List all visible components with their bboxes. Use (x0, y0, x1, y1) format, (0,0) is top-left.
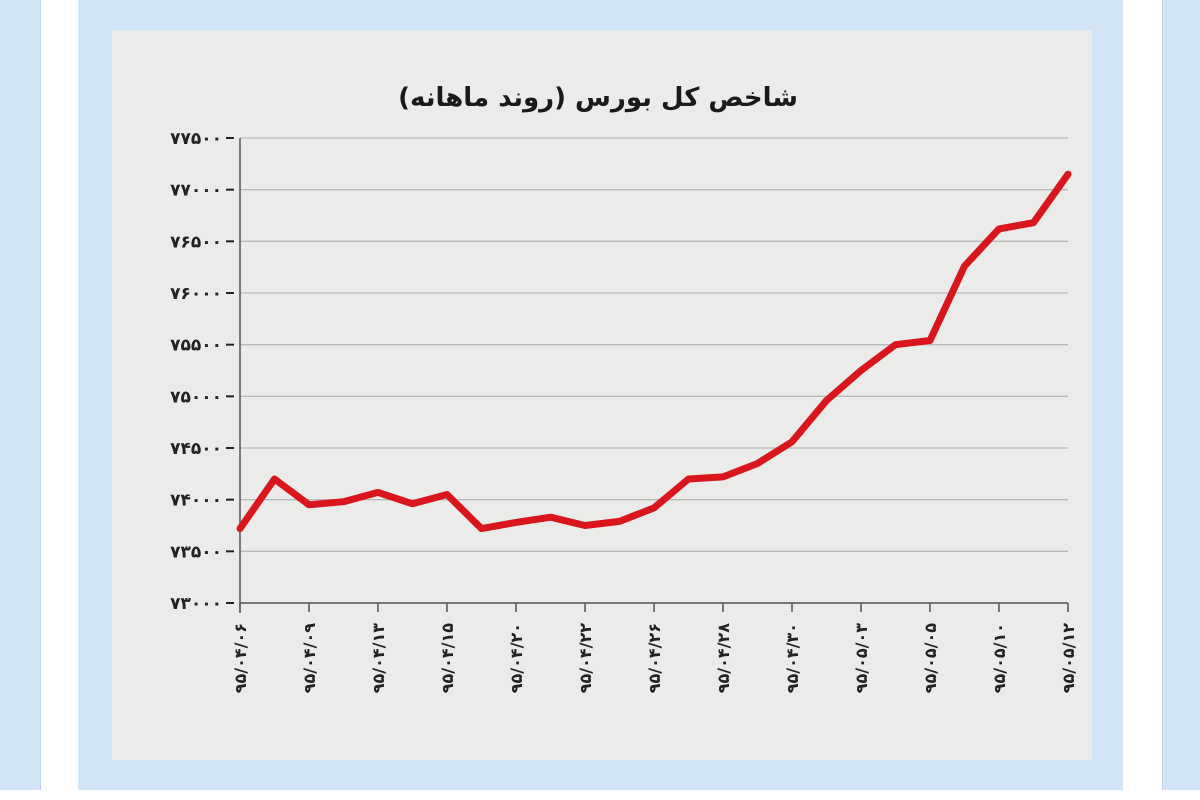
chart-title: شاخص کل بورس (روند ماهانه) (398, 83, 798, 113)
x-tick-label: ۹۵/۰۵/۰۵ (921, 623, 940, 694)
axes (239, 138, 1068, 613)
y-tick-label: ۷۶۵۰۰ (170, 232, 222, 252)
chart-background (112, 30, 1092, 760)
series-layer (236, 170, 1072, 533)
x-tick-label: ۹۵/۰۴/۳۰ (783, 623, 802, 693)
x-tick-label: ۹۵/۰۴/۲۲ (576, 623, 595, 694)
y-tick-label: ۷۳۵۰۰ (170, 542, 222, 562)
right-adjacent-panel (1162, 0, 1200, 790)
x-tick-label: ۹۵/۰۵/۰۳ (852, 623, 871, 694)
y-tick-label: ۷۴۵۰۰ (170, 439, 222, 459)
x-axis-ticks: ۹۵/۰۴/۰۶ ۹۵/۰۴/۰۹ ۹۵/۰۴/۱۳ ۹۵/۰۴/۱۵ ۹۵/۰۴/۲۰… (231, 603, 1078, 693)
y-tick-label: ۷۷۵۰۰ (170, 129, 222, 149)
x-tick-label: ۹۵/۰۴/۲۰ (507, 623, 526, 693)
x-tick-label: ۹۵/۰۴/۰۹ (300, 623, 319, 694)
y-axis-ticks: ۷۳۰۰۰ ۷۳۵۰۰ ۷۴۰۰۰ ۷۴۵۰۰ ۷۵۰۰۰ ۷۵۵۰۰ ۷۶۰۰۰ ۷۶۵۰۰… (170, 129, 234, 614)
x-tick-label: ۹۵/۰۵/۱۲ (1059, 623, 1078, 694)
y-tick-label: ۷۴۰۰۰ (170, 491, 222, 511)
y-tick-label: ۷۷۰۰۰ (170, 181, 222, 201)
y-tick-label: ۷۵۰۰۰ (170, 387, 222, 407)
left-adjacent-panel (0, 0, 41, 790)
x-tick-label: ۹۵/۰۴/۱۵ (438, 623, 457, 694)
x-tick-label: ۹۵/۰۴/۰۶ (231, 623, 250, 693)
gridlines (240, 137, 1068, 604)
x-tick-label: ۹۵/۰۴/۲۸ (714, 623, 733, 694)
x-tick-label: ۹۵/۰۴/۲۶ (645, 623, 664, 693)
y-tick-label: ۷۵۵۰۰ (170, 336, 222, 356)
series-line (236, 170, 1072, 533)
y-tick-label: ۷۳۰۰۰ (170, 594, 222, 614)
y-tick-label: ۷۶۰۰۰ (170, 284, 222, 304)
x-tick-label: ۹۵/۰۴/۱۳ (369, 623, 388, 694)
x-tick-label: ۹۵/۰۵/۱۰ (990, 623, 1009, 693)
